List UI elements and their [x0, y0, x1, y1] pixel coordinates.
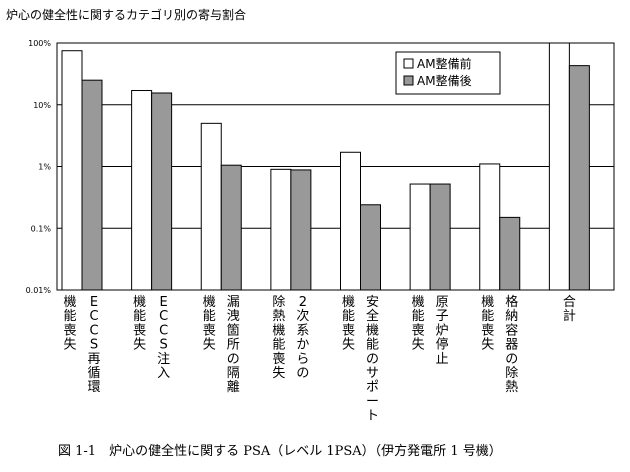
- x-category-label: 格納容器の除熱: [505, 294, 518, 395]
- bar-after: [220, 164, 242, 291]
- x-category-label: 機能喪失: [133, 295, 146, 353]
- y-tick-label: 1%: [38, 163, 51, 172]
- legend-swatch: [403, 58, 414, 69]
- bar-after: [568, 65, 590, 291]
- x-category-label: E C C S 注入: [157, 295, 170, 381]
- bar-after: [290, 169, 312, 291]
- x-category-label: E C C S 再循環: [87, 295, 100, 395]
- y-tick-label: 0.01%: [26, 286, 52, 295]
- bar-after: [360, 204, 381, 291]
- plot-frame: [56, 42, 615, 291]
- bar-after: [499, 216, 521, 291]
- bar-after: [429, 183, 451, 291]
- figure-caption: 図 1-1 炉心の健全性に関する PSA（レベル 1PSA）（伊方発電所 1 号…: [58, 444, 502, 459]
- x-category-label: 原子炉停止: [436, 295, 449, 367]
- bar-before: [270, 168, 292, 291]
- bar-after: [151, 92, 173, 291]
- x-category-label: 機能喪失: [342, 295, 355, 353]
- legend-label: AM整備前: [417, 56, 472, 71]
- x-category-label: 機能喪失: [63, 295, 76, 353]
- x-category-label: 漏洩箇所の隔離: [227, 294, 240, 395]
- bar-before: [61, 50, 83, 291]
- legend-swatch: [403, 75, 414, 86]
- x-category-label: 合計: [563, 295, 576, 324]
- bar-before: [409, 183, 431, 291]
- chart-title: 炉心の健全性に関するカテゴリ別の寄与割合: [6, 8, 247, 22]
- bar-before: [340, 151, 361, 291]
- bar-before: [200, 122, 222, 291]
- bar-before: [479, 163, 501, 291]
- y-tick-label: 100%: [28, 39, 51, 48]
- y-tick-label: 10%: [33, 101, 51, 110]
- legend-label: AM整備後: [417, 73, 472, 88]
- x-category-label: 機能喪失: [481, 295, 494, 353]
- x-category-label: 安全機能のサポート: [366, 295, 379, 424]
- bar-before: [548, 42, 570, 291]
- bar-after: [81, 79, 103, 291]
- bar-before: [131, 90, 153, 291]
- y-tick-label: 0.1%: [31, 224, 52, 233]
- x-category-label: 2 次系からの: [296, 295, 309, 381]
- x-category-label: 機能喪失: [203, 295, 216, 353]
- x-category-label: 機能喪失: [412, 295, 425, 353]
- x-category-label: 除熱機能喪失: [272, 295, 285, 381]
